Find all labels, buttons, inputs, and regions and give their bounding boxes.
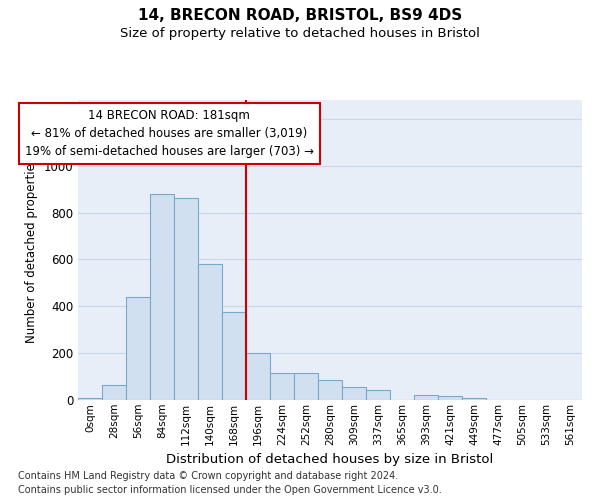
X-axis label: Distribution of detached houses by size in Bristol: Distribution of detached houses by size … — [166, 453, 494, 466]
Bar — [150, 194, 174, 400]
Bar — [222, 312, 246, 400]
Bar — [438, 396, 462, 400]
Text: 14 BRECON ROAD: 181sqm
← 81% of detached houses are smaller (3,019)
19% of semi-: 14 BRECON ROAD: 181sqm ← 81% of detached… — [25, 110, 314, 158]
Text: Contains public sector information licensed under the Open Government Licence v3: Contains public sector information licen… — [18, 485, 442, 495]
Bar — [126, 297, 150, 400]
Bar — [414, 396, 438, 400]
Bar — [270, 373, 294, 400]
Bar — [246, 353, 270, 400]
Text: 14, BRECON ROAD, BRISTOL, BS9 4DS: 14, BRECON ROAD, BRISTOL, BS9 4DS — [138, 8, 462, 22]
Bar — [174, 198, 198, 400]
Text: Contains HM Land Registry data © Crown copyright and database right 2024.: Contains HM Land Registry data © Crown c… — [18, 471, 398, 481]
Y-axis label: Number of detached properties: Number of detached properties — [25, 157, 38, 343]
Bar — [198, 264, 222, 400]
Bar — [366, 390, 390, 400]
Bar — [342, 387, 366, 400]
Bar — [78, 398, 102, 400]
Text: Size of property relative to detached houses in Bristol: Size of property relative to detached ho… — [120, 28, 480, 40]
Bar — [462, 398, 486, 400]
Bar — [294, 373, 318, 400]
Bar — [102, 385, 126, 400]
Bar — [318, 380, 342, 400]
